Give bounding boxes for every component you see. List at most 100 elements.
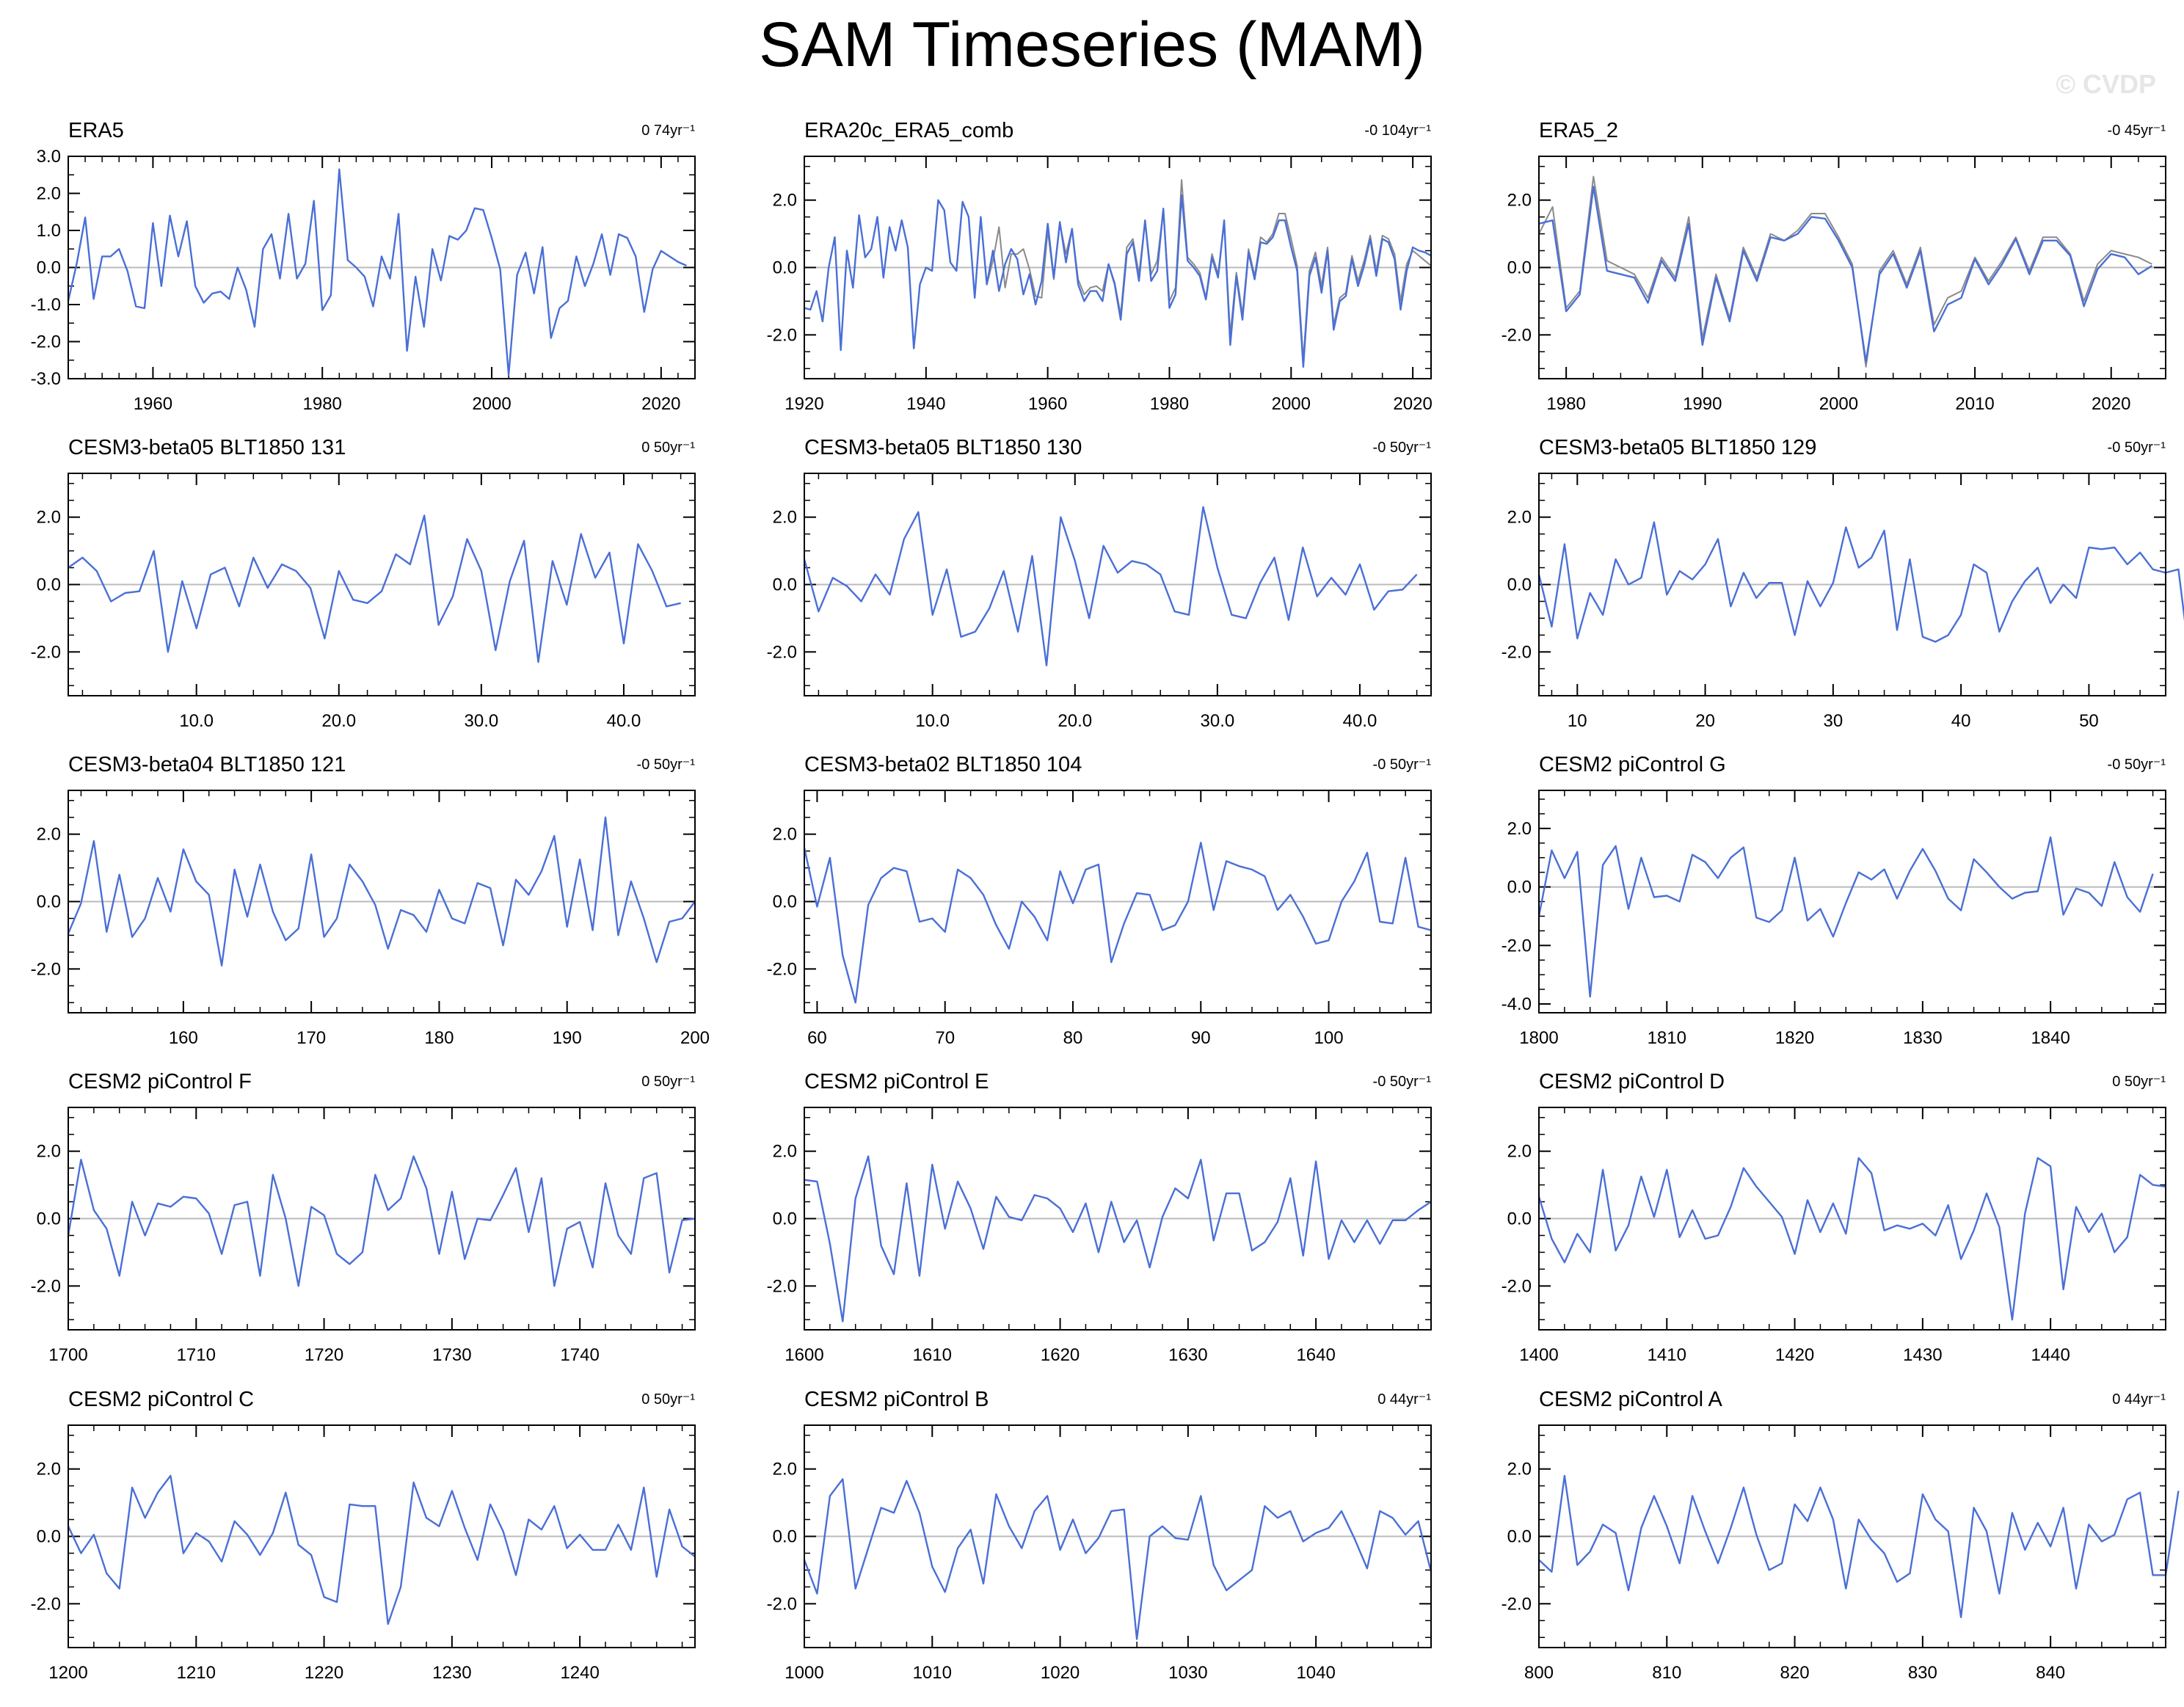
panel-title: CESM3-beta05 BLT1850 130 [804, 436, 1082, 459]
panel-1: ERA5 0 74yr⁻¹ 3.0 2.0 1.0 0.0 -1.0 -2.0 -3.0 1960… [31, 119, 696, 414]
y-tick-label: 0.0 [37, 1527, 61, 1547]
x-tick-label: 100 [1314, 1028, 1344, 1048]
x-tick-label: 40 [1951, 711, 1971, 731]
y-tick-label: 2.0 [1507, 1142, 1532, 1162]
x-tick-label: 830 [1908, 1663, 1937, 1683]
series-line [67, 1474, 696, 1626]
panel-2: ERA20c_ERA5_comb -0 104yr⁻¹ 2.0 0.0 -2.0 1920… [767, 119, 1433, 414]
x-tick-label: 2020 [2092, 394, 2130, 414]
series-line [1537, 521, 2184, 643]
x-tick-label: 1220 [305, 1663, 343, 1683]
panel-title: CESM2 piControl C [68, 1388, 254, 1411]
series-line-era5-2 [1538, 186, 2153, 363]
panel-15: CESM2 piControl A 0 44yr⁻¹ 2.0 0.0 -2.0 800 81… [1502, 1388, 2180, 1683]
x-tick-label: 1940 [906, 394, 945, 414]
y-tick-label: 0.0 [1507, 575, 1532, 595]
x-tick-label: 2020 [1393, 394, 1432, 414]
x-tick-label: 90 [1191, 1028, 1211, 1048]
series-line [1537, 836, 2154, 998]
x-tick-label: 1830 [1903, 1028, 1942, 1048]
x-tick-label: 50 [2079, 711, 2099, 731]
y-tick-label: -3.0 [31, 369, 61, 389]
trend-label: 0 74yr⁻¹ [641, 123, 695, 139]
y-tick-label: -2.0 [1502, 325, 1532, 345]
x-tick-label: 180 [424, 1028, 454, 1048]
x-tick-label: 1960 [1028, 394, 1067, 414]
trend-label: -0 50yr⁻¹ [2108, 757, 2166, 773]
y-tick-label: -1.0 [31, 295, 61, 315]
x-tick-label: 1430 [1903, 1345, 1942, 1365]
x-tick-label: 1730 [432, 1345, 471, 1365]
x-tick-label: 10.0 [915, 711, 950, 731]
plot-frame [1538, 1424, 2166, 1648]
y-tick-label: -2.0 [767, 1276, 797, 1296]
series-line [67, 816, 696, 967]
x-tick-label: 1200 [48, 1663, 87, 1683]
x-tick-label: 20.0 [321, 711, 356, 731]
trend-label: -0 45yr⁻¹ [2108, 123, 2166, 139]
y-tick-label: -2.0 [767, 959, 797, 979]
trend-label: -0 50yr⁻¹ [2108, 440, 2166, 456]
panel-8: CESM3-beta02 BLT1850 104 -0 50yr⁻¹ 2.0 0.0 -… [767, 753, 1432, 1048]
x-tick-label: 1020 [1041, 1663, 1080, 1683]
series-line [67, 1155, 696, 1287]
trend-label: -0 50yr⁻¹ [1373, 1074, 1432, 1090]
series-line [803, 506, 1418, 666]
panel-4: CESM3-beta05 BLT1850 131 0 50yr⁻¹ 2.0 0.0 -2… [31, 436, 696, 731]
y-tick-label: 2.0 [773, 1142, 797, 1162]
y-tick-label: -4.0 [1502, 994, 1532, 1014]
panel-11: CESM2 piControl E -0 50yr⁻¹ 2.0 0.0 -2.0 1600… [767, 1070, 1432, 1365]
y-tick-label: 0.0 [1507, 1527, 1532, 1547]
panel-9: CESM2 piControl G -0 50yr⁻¹ 2.0 0.0 -2.0 -4.0… [1502, 753, 2166, 1048]
x-tick-label: 200 [680, 1028, 710, 1048]
y-tick-label: 2.0 [37, 1142, 61, 1162]
panel-title: CESM3-beta05 BLT1850 131 [68, 436, 346, 459]
plot-frame [804, 156, 1432, 379]
x-tick-label: 1400 [1519, 1345, 1558, 1365]
series-line [67, 168, 687, 376]
x-tick-label: 1240 [560, 1663, 599, 1683]
x-tick-label: 1920 [785, 394, 823, 414]
panel-10: CESM2 piControl F 0 50yr⁻¹ 2.0 0.0 -2.0 1700 1… [31, 1070, 696, 1365]
panel-title: CESM3-beta02 BLT1850 104 [804, 753, 1082, 776]
plot-frame [804, 1107, 1432, 1331]
x-tick-label: 1040 [1296, 1663, 1335, 1683]
x-tick-label: 1600 [785, 1345, 823, 1365]
x-tick-label: 20 [1695, 711, 1715, 731]
x-tick-label: 840 [2036, 1663, 2065, 1683]
x-tick-label: 1440 [2031, 1345, 2070, 1365]
x-tick-label: 2020 [641, 394, 680, 414]
y-tick-label: 2.0 [37, 184, 61, 204]
x-tick-label: 810 [1652, 1663, 1681, 1683]
panel-6: CESM3-beta05 BLT1850 129 -0 50yr⁻¹ 2.0 0.0 -… [1502, 436, 2184, 731]
x-tick-label: 10 [1568, 711, 1587, 731]
x-tick-label: 1230 [432, 1663, 471, 1683]
x-tick-label: 2010 [1955, 394, 1994, 414]
series-line [803, 841, 1432, 1004]
y-tick-label: -2.0 [31, 959, 61, 979]
y-tick-label: 0.0 [1507, 258, 1532, 278]
plot-frame [68, 1424, 696, 1648]
x-tick-label: 30.0 [465, 711, 499, 731]
trend-label: 0 50yr⁻¹ [641, 1391, 695, 1408]
series-line [1538, 1474, 2180, 1618]
x-tick-label: 10.0 [179, 711, 214, 731]
y-tick-label: 0.0 [773, 258, 797, 278]
x-tick-label: 40.0 [607, 711, 641, 731]
trend-label: 0 50yr⁻¹ [641, 440, 695, 456]
x-tick-label: 1700 [48, 1345, 87, 1365]
x-tick-label: 1840 [2031, 1028, 2070, 1048]
series-line [1537, 1157, 2166, 1321]
trend-label: 0 50yr⁻¹ [2112, 1074, 2166, 1090]
x-tick-label: 1980 [303, 394, 342, 414]
panel-title: CESM2 piControl G [1539, 753, 1726, 776]
y-tick-label: 0.0 [37, 258, 61, 278]
x-tick-label: 80 [1063, 1028, 1083, 1048]
x-tick-label: 1210 [177, 1663, 216, 1683]
x-tick-label: 1640 [1296, 1345, 1335, 1365]
y-tick-label: -2.0 [767, 325, 797, 345]
plot-frame [804, 1424, 1432, 1648]
series-line-era5 [1538, 175, 2152, 368]
x-tick-label: 2000 [1272, 394, 1311, 414]
